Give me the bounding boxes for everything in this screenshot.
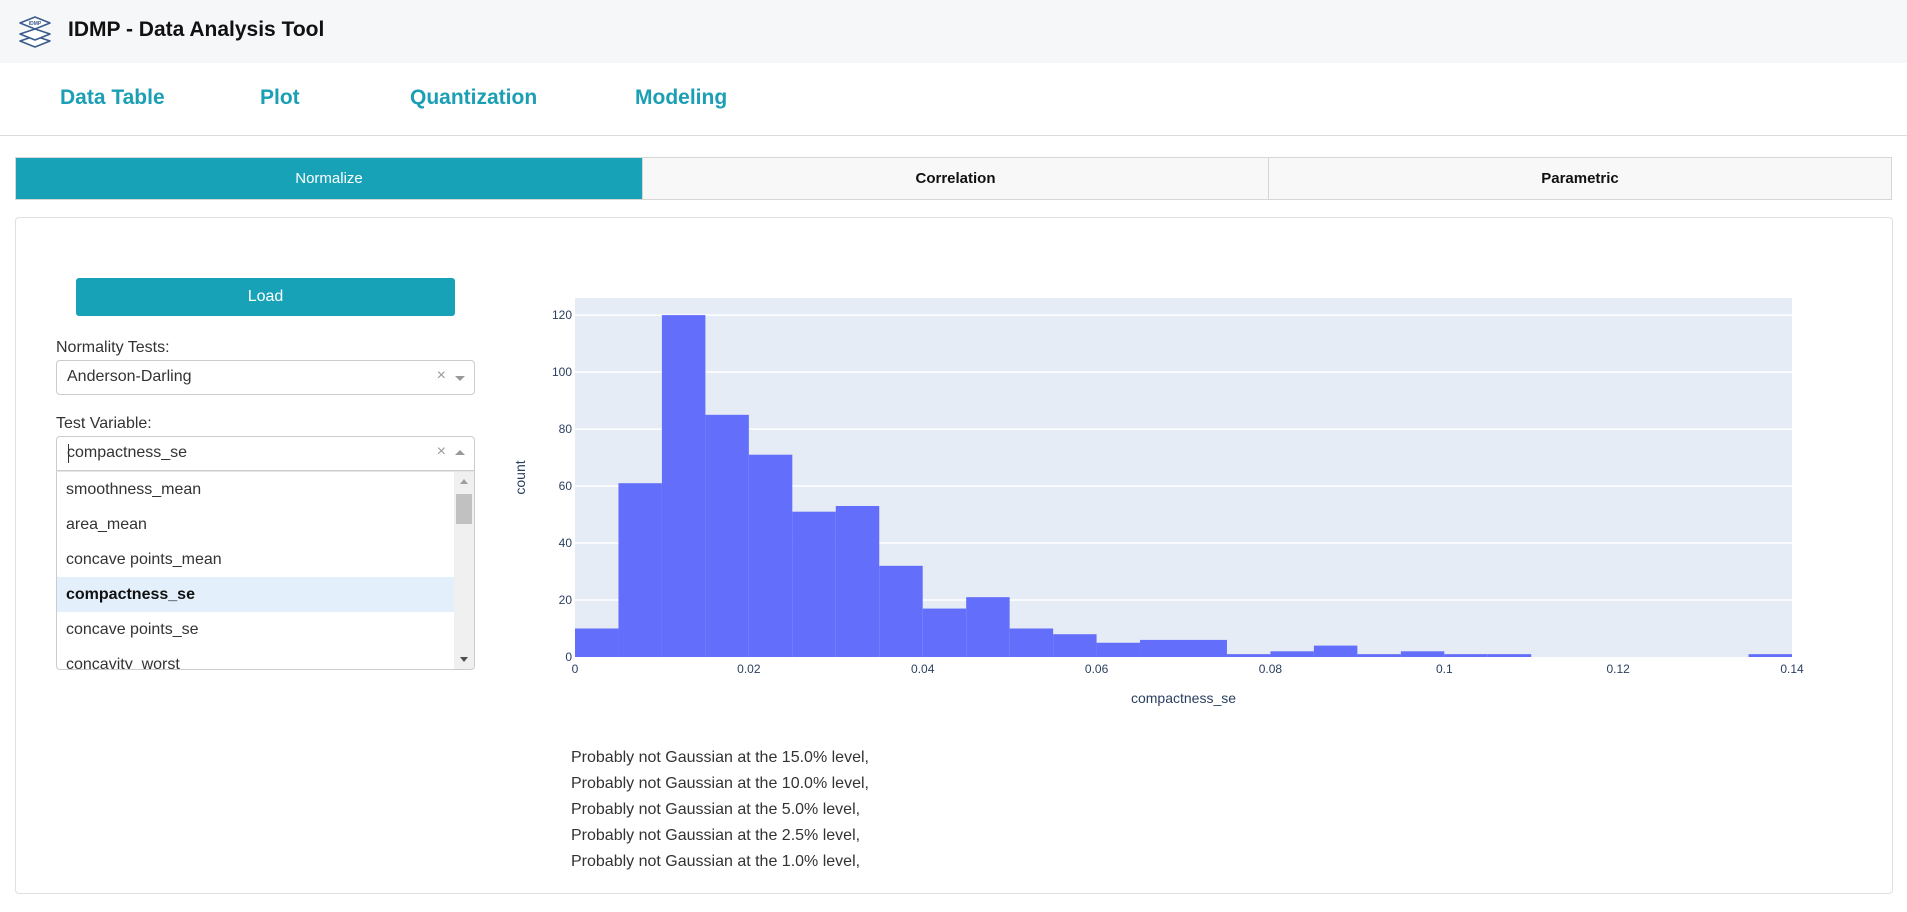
histogram-bar[interactable]	[1096, 642, 1141, 657]
result-line: Probably not Gaussian at the 2.5% level,	[571, 827, 861, 844]
histogram-bar[interactable]	[835, 505, 880, 657]
top-navigation: Data Table Plot Quantization Modeling	[0, 63, 1907, 136]
histogram-bar[interactable]	[1487, 654, 1532, 657]
x-tick-label: 0.14	[1780, 662, 1804, 676]
result-line: Probably not Gaussian at the 1.0% level,	[571, 853, 861, 870]
y-tick-label: 120	[552, 308, 572, 322]
result-line: Probably not Gaussian at the 10.0% level…	[571, 775, 869, 792]
x-axis-title: compactness_se	[1131, 690, 1236, 706]
histogram-bar[interactable]	[792, 511, 836, 657]
dropdown-option[interactable]: concavity_worst	[66, 656, 180, 670]
histogram-bar[interactable]	[618, 483, 662, 657]
tab-correlation[interactable]: Correlation	[642, 158, 1268, 199]
histogram-bar[interactable]	[1270, 651, 1314, 657]
dropdown-option[interactable]: concave points_mean	[66, 551, 222, 568]
y-tick-label: 80	[559, 422, 573, 436]
dropdown-option[interactable]: concave points_se	[66, 621, 199, 638]
y-tick-label: 20	[559, 593, 573, 607]
x-tick-label: 0.12	[1606, 662, 1630, 676]
scroll-down-arrow-icon[interactable]	[460, 657, 468, 662]
x-tick-label: 0.04	[911, 662, 935, 676]
y-tick-label: 40	[559, 536, 573, 550]
chevron-down-icon[interactable]	[455, 376, 465, 381]
dropdown-option[interactable]: area_mean	[66, 516, 147, 533]
scroll-up-arrow-icon[interactable]	[460, 479, 468, 484]
nav-modeling[interactable]: Modeling	[635, 86, 728, 109]
histogram-bar[interactable]	[1444, 654, 1488, 657]
histogram-bar[interactable]	[1226, 654, 1271, 657]
x-tick-label: 0.08	[1259, 662, 1283, 676]
dropdown-option[interactable]: compactness_se	[57, 577, 454, 612]
x-tick-label: 0	[572, 662, 579, 676]
nav-plot[interactable]: Plot	[260, 86, 300, 109]
normality-tests-select[interactable]: Anderson-Darling ×	[56, 360, 475, 395]
scrollbar-thumb[interactable]	[456, 494, 472, 524]
histogram-bar[interactable]	[748, 454, 793, 657]
test-variable-label: Test Variable:	[56, 415, 152, 432]
histogram-bar[interactable]	[1183, 639, 1227, 657]
histogram-bar[interactable]	[705, 414, 749, 657]
analysis-tabs: Normalize Correlation Parametric	[15, 157, 1892, 200]
histogram-chart: 0 20 40 60 80 100 120 0 0.02 0.04 0.06 0.08 0.1 0.12 0…	[512, 298, 1804, 706]
histogram-bar[interactable]	[1313, 645, 1358, 657]
app-title: IDMP - Data Analysis Tool	[68, 18, 325, 41]
y-tick-label: 0	[565, 650, 572, 664]
x-tick-label: 0.1	[1436, 662, 1453, 676]
load-button[interactable]: Load	[76, 278, 455, 316]
histogram-bar[interactable]	[1357, 654, 1401, 657]
histogram-bar[interactable]	[922, 608, 967, 657]
histogram-bar[interactable]	[1748, 654, 1792, 657]
histogram-bar[interactable]	[575, 628, 619, 657]
test-variable-value[interactable]: compactness_se	[67, 444, 188, 461]
histogram-bar[interactable]	[1400, 651, 1445, 657]
nav-quantization[interactable]: Quantization	[410, 86, 538, 109]
histogram-bar[interactable]	[1009, 628, 1054, 657]
clear-icon[interactable]: ×	[436, 443, 446, 460]
normality-results: Probably not Gaussian at the 15.0% level…	[571, 745, 869, 875]
clear-icon[interactable]: ×	[436, 367, 446, 384]
test-variable-select[interactable]: compactness_se ×	[56, 436, 475, 471]
text-cursor	[68, 444, 69, 463]
histogram-bar[interactable]	[879, 565, 923, 657]
stacked-layers-icon: IDMP	[19, 16, 51, 48]
nav-data-table[interactable]: Data Table	[60, 86, 165, 109]
histogram-bar[interactable]	[966, 597, 1010, 657]
result-line: Probably not Gaussian at the 5.0% level,	[571, 801, 861, 818]
dropdown-option[interactable]: smoothness_mean	[66, 481, 202, 498]
y-tick-label: 60	[559, 479, 573, 493]
chevron-up-icon[interactable]	[455, 450, 465, 455]
y-axis-title: count	[512, 460, 528, 494]
tab-normalize[interactable]: Normalize	[16, 158, 642, 199]
y-tick-label: 100	[552, 365, 572, 379]
histogram-bar[interactable]	[1140, 639, 1184, 657]
normality-tests-label: Normality Tests:	[56, 339, 170, 356]
histogram-bar[interactable]	[1053, 634, 1097, 657]
dropdown-scrollbar[interactable]	[454, 472, 474, 669]
result-line: Probably not Gaussian at the 15.0% level…	[571, 749, 869, 766]
x-tick-label: 0.06	[1085, 662, 1109, 676]
histogram-bar[interactable]	[661, 315, 706, 657]
x-tick-label: 0.02	[737, 662, 761, 676]
svg-text:IDMP: IDMP	[29, 21, 42, 27]
app-header: IDMP IDMP - Data Analysis Tool	[0, 0, 1907, 63]
normality-tests-value: Anderson-Darling	[67, 368, 192, 385]
tab-parametric[interactable]: Parametric	[1268, 158, 1891, 199]
